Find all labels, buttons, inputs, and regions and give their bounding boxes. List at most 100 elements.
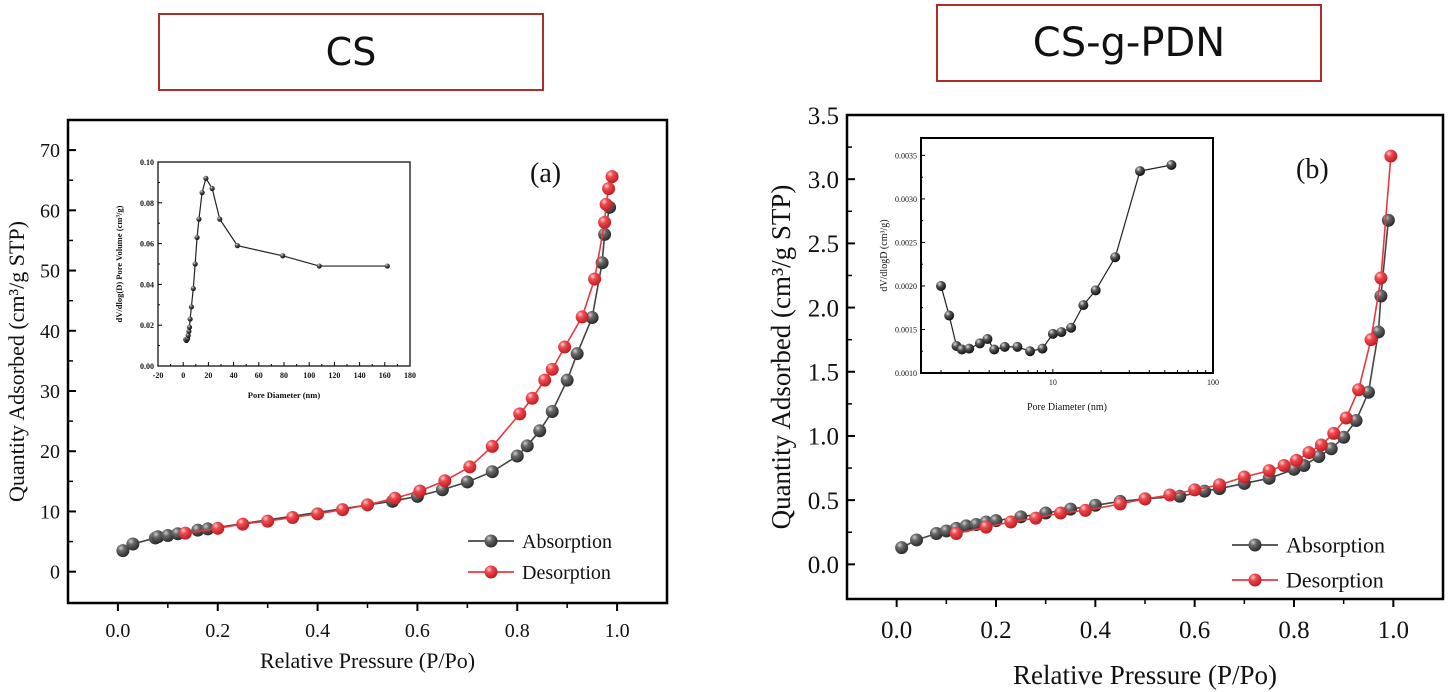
chart1-desorption-point [1277,458,1291,472]
chart0-inset-point [188,304,194,310]
chart1-absorption-point [1349,414,1363,428]
chart1-xtick-label: 0.6 [1179,617,1210,644]
chart1-ytick-label: 0.5 [808,488,839,515]
chart1-inset-ytick-label: 0.0025 [895,238,917,247]
chart0-xtick-label: 0.2 [205,620,230,642]
chart0-inset-xtick-label: 160 [379,371,391,380]
chart1-panel-label: (b) [1296,154,1329,185]
chart0-absorption-point [151,530,165,544]
chart0-ytick-label: 60 [40,200,60,222]
chart0-inset-xtick-label: 20 [204,371,212,380]
chart1-inset-ytick-label: 0.0030 [895,195,917,204]
chart1-ytick-label: 2.0 [808,295,839,322]
chart1-ytick-label: 2.5 [808,231,839,258]
chart1-xtick-label: 0.0 [881,617,912,644]
chart0-inset-point [196,216,202,222]
chart0-desorption-point [598,215,612,229]
chart0-desorption-point [599,197,613,211]
chart0-absorption-point [545,404,559,418]
chart0-inset-ytick-label: 0.02 [140,321,154,330]
chart1-inset-point [982,334,993,345]
chart1-inset-point [1078,300,1089,311]
chart0-absorption-point [533,424,547,438]
chart-title-cs: CS [325,30,377,74]
chart0-desorption-point [178,526,192,540]
chart0-xtick-label: 0.0 [105,620,130,642]
chart1-inset-point [989,344,1000,355]
chart1-desorption-point [1339,411,1353,425]
chart1-desorption-point [1237,470,1251,484]
chart1-desorption-point [1302,446,1316,460]
chart0-inset-ytick-label: 0.08 [140,199,154,208]
chart0-inset-point [186,328,192,334]
chart1-desorption-point [1188,483,1202,497]
chart0-legend-label-desorption: Desorption [522,562,611,584]
chart0-desorption-point [413,484,427,498]
chart1-absorption-point [939,524,953,538]
chart1-inset-ytick-label: 0.0015 [895,325,917,334]
chart1-xtick-label: 0.8 [1278,617,1309,644]
chart1-desorption-point [1352,383,1366,397]
title-box-cs-g-pdn: CS-g-PDN [936,4,1322,82]
chart1-legend-marker-absorption [1248,538,1262,552]
chart0-xtick-label: 0.4 [305,620,330,642]
chart0-inset-point [187,316,193,322]
chart1-desorption-point [1314,438,1328,452]
chart1-absorption-point [895,541,909,555]
chart0-inset-xtick-label: -20 [153,371,164,380]
chart1-inset-ytick-label: 0.0020 [895,282,917,291]
chart1-absorption-point [929,527,943,541]
chart0-inset-point [316,263,322,269]
chart0-inset-ytick-label: 0.00 [140,362,154,371]
chart1-desorption-point [1054,506,1068,520]
chart0-absorption-point [520,439,534,453]
chart1-inset-point [936,280,947,291]
chart1-ytick-label: 3.5 [808,103,839,130]
chart1-inset-point [974,338,985,349]
chart1-desorption-point [1289,453,1303,467]
chart0-legend-label-absorption: Absorption [522,531,612,553]
chart1-inset-point [1056,327,1067,338]
chart0-inset-frame [157,161,411,367]
chart0-inset-xtick-label: 100 [303,371,315,380]
chart0-desorption-point [388,491,402,505]
chart0-ytick-label: 30 [40,381,60,403]
chart1-inset-point [964,343,975,354]
chart1-ytick-label: 1.5 [808,360,839,387]
chart0-ytick-label: 40 [40,321,60,343]
chart0-desorption-point [558,340,572,354]
chart0-xtick-label: 0.6 [405,620,430,642]
chart1-desorption-point [1078,503,1092,517]
chart0-absorption-point [560,373,574,387]
chart0-xlabel: Relative Pressure (P/Po) [260,648,475,673]
chart1-inset-xtick-label: 100 [1207,378,1219,387]
chart0-absorption-point [161,529,175,543]
chart0-inset-point [190,285,196,292]
chart0-absorption-point [460,475,474,489]
chart1-desorption-point [1262,464,1276,478]
chart1-inset-point [956,344,967,355]
chart0-desorption-point [311,507,325,521]
chart0-inset-ytick-label: 0.10 [140,158,154,167]
chart1-desorption-point [1138,492,1152,506]
chart0-absorption-point [598,227,612,241]
chart0-absorption-point [126,537,140,551]
chart0-desorption-point [588,272,602,286]
chart0-inset-xtick-label: 60 [255,371,263,380]
chart1-inset-xlabel: Pore Diameter (nm) [1027,402,1107,413]
chart0-inset-point [280,253,286,259]
chart1-xlabel: Relative Pressure (P/Po) [1013,660,1277,690]
chart1-inset-xtick-label: 10 [1049,378,1057,387]
chart1-xtick-label: 1.0 [1378,617,1409,644]
chart0-inset-point [194,234,200,241]
chart0-panel-label: (a) [530,158,561,189]
chart1-inset-ylabel: dV/dlogD (cm³/g) [879,219,890,291]
chart0-desorption-point [602,182,616,196]
chart0-desorption-point [236,517,250,531]
chart0-inset-point [192,261,198,267]
chart0-ytick-label: 20 [40,441,60,463]
chart0-desorption-point [286,510,300,524]
chart1-inset-point [1066,322,1077,333]
chart1-desorption-point [1163,488,1177,502]
